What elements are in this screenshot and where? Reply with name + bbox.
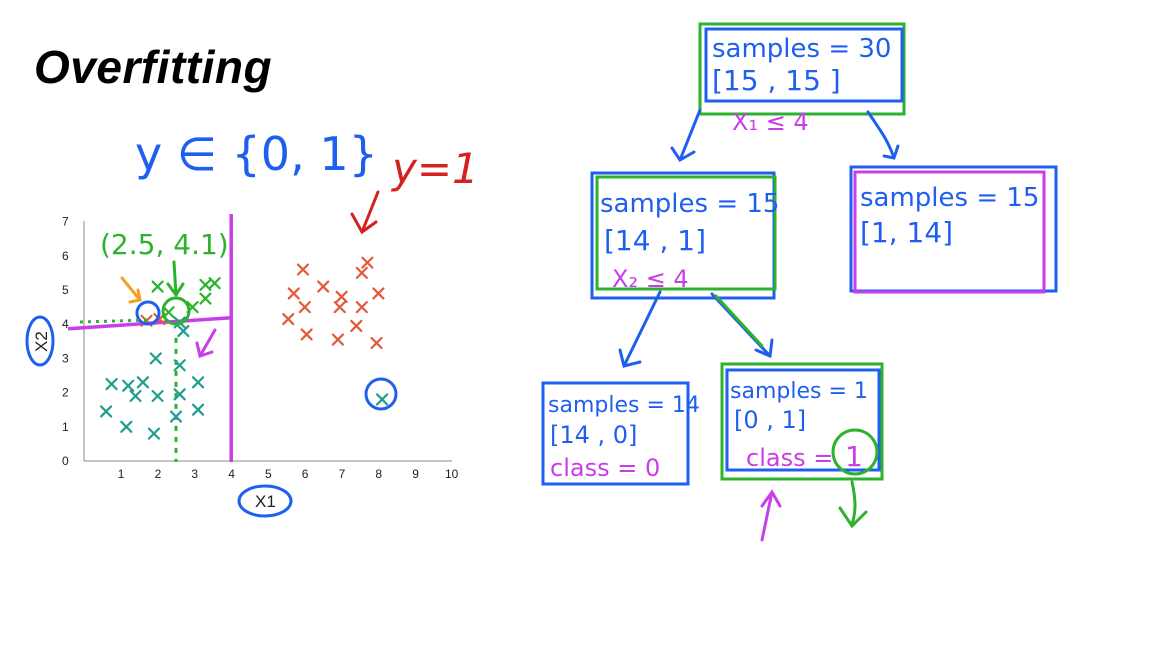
x-tick-label: 7 (339, 467, 346, 481)
edge-left-leafright-green-arrow-icon (714, 294, 764, 348)
y-tick-label: 6 (62, 249, 69, 263)
scatter-point-series-1 (169, 410, 183, 423)
leaf-right-class-value: 1 (845, 440, 863, 473)
leaf-right-values: [0 , 1] (734, 406, 806, 434)
threshold-pair-annotation: (2.5, 4.1) (100, 228, 229, 261)
leaf-right-samples: samples = 1 (730, 379, 868, 404)
tree-edges (618, 108, 900, 542)
slide-title: Overfitting (34, 41, 273, 93)
x-axis-label: X1 (255, 492, 276, 511)
y-tick-label: 7 (62, 215, 69, 229)
left-rule: X₂ ≤ 4 (612, 265, 689, 293)
x-tick-label: 10 (445, 467, 459, 481)
scatter-point-series-1 (105, 377, 118, 391)
scatter-point-series-0 (350, 319, 363, 333)
left-values: [14 , 1] (604, 224, 706, 257)
tree-node-right: samples = 15 [1, 14] (849, 165, 1058, 294)
y-tick-label: 1 (62, 420, 69, 434)
right-samples: samples = 15 (860, 183, 1039, 213)
scatter-point-series-2 (208, 277, 221, 290)
scatter-point-series-1 (177, 324, 190, 338)
root-values: [15 , 15 ] (712, 64, 841, 97)
y-axis-label: X2 (32, 331, 51, 352)
x-tick-label: 8 (375, 467, 382, 481)
y-tick-label: 2 (62, 386, 69, 400)
x-tick-label: 9 (412, 467, 419, 481)
x2-highlight-circle (25, 315, 55, 367)
scatter-point-series-1 (129, 389, 142, 403)
scatter-point-series-0 (296, 263, 310, 276)
scatter-point-series-1 (191, 403, 205, 416)
y-tick-label: 3 (62, 351, 69, 365)
scatter-point-series-1 (149, 352, 162, 365)
scatter-point-series-0 (331, 333, 345, 346)
scatter-point-series-1 (375, 393, 389, 406)
red-arrow-icon (350, 190, 380, 235)
scatter-chart: 0 1 2 3 4 5 6 7 1 2 3 4 5 6 7 8 9 10 X2 X1 (25, 214, 459, 518)
x-tick-label: 1 (118, 467, 125, 481)
x-tick-label: 6 (302, 467, 309, 481)
scatter-point-series-0 (287, 287, 300, 300)
leaf-left-values: [14 , 0] (550, 421, 637, 449)
right-values: [1, 14] (860, 216, 953, 249)
scatter-point-series-0 (335, 290, 348, 303)
green-dotted-guide (79, 318, 151, 324)
scatter-point-series-1 (136, 376, 149, 389)
scatter-point-series-1 (122, 379, 135, 392)
magenta-arrow-icon (195, 328, 217, 358)
class-value-circle (831, 428, 879, 476)
scatter-point-series-0 (317, 280, 330, 293)
root-rule: X₁ ≤ 4 (732, 108, 809, 136)
scatter-point-series-1 (120, 420, 133, 433)
x-tick-label: 5 (265, 467, 272, 481)
scatter-point-series-0 (372, 287, 385, 300)
tree-node-leaf-right: samples = 1 [0 , 1] class = 1 (720, 362, 884, 481)
y-tick-label: 0 (62, 454, 69, 468)
scatter-point-series-1 (99, 405, 113, 418)
scatter-point-series-1 (173, 359, 186, 372)
scatter-point-series-0 (298, 301, 311, 314)
green-point-circle (161, 296, 191, 326)
left-samples: samples = 15 (600, 189, 779, 219)
scatter-point-series-0 (355, 266, 368, 279)
blue-point-circle (135, 300, 161, 326)
magenta-up-arrow-icon (760, 489, 782, 542)
scatter-point-series-1 (173, 388, 186, 401)
tree-node-left: samples = 15 [14 , 1] X₂ ≤ 4 (590, 171, 779, 300)
leaf-left-samples: samples = 14 (548, 393, 700, 418)
leaf-right-class: class = (746, 444, 833, 472)
edge-left-leafleft-arrow-icon (618, 290, 662, 368)
x-tick-label: 2 (155, 467, 162, 481)
scatter-point-series-1 (191, 376, 205, 389)
edge-root-left-arrow-icon (670, 108, 702, 162)
green-down-arrow-icon (166, 260, 185, 298)
x1-highlight-circle (237, 484, 293, 518)
y-tick-label: 4 (62, 317, 69, 331)
x-tick-label: 3 (191, 467, 198, 481)
x-tick-label: 4 (228, 467, 235, 481)
scatter-point-series-0 (361, 256, 374, 269)
scatter-point-series-2 (199, 292, 212, 305)
scatter-point-series-0 (333, 301, 346, 314)
orange-arrow-icon (120, 276, 142, 304)
scatter-point-series-1 (151, 389, 164, 403)
tree-node-root: samples = 30 [15 , 15 ] X₁ ≤ 4 (698, 22, 906, 136)
y-tick-label: 5 (62, 283, 69, 297)
scatter-point-series-0 (355, 301, 368, 314)
root-samples: samples = 30 (712, 34, 891, 64)
tree-node-leaf-left: samples = 14 [14 , 0] class = 0 (541, 381, 700, 486)
label-y1-annotation: y=1 (390, 144, 479, 193)
scatter-point-series-0 (300, 328, 313, 341)
outlier-circle (364, 377, 398, 411)
scatter-point-series-0 (282, 312, 295, 326)
leaf-left-class: class = 0 (550, 454, 660, 482)
green-down-arrow-leaf-icon (838, 480, 868, 529)
label-set-annotation: y ∈ {0, 1} (135, 127, 378, 181)
edge-root-right-arrow-icon (866, 110, 900, 160)
scatter-point-series-1 (147, 427, 161, 440)
scatter-point-series-2 (151, 280, 164, 293)
scatter-point-series-0 (370, 336, 383, 350)
